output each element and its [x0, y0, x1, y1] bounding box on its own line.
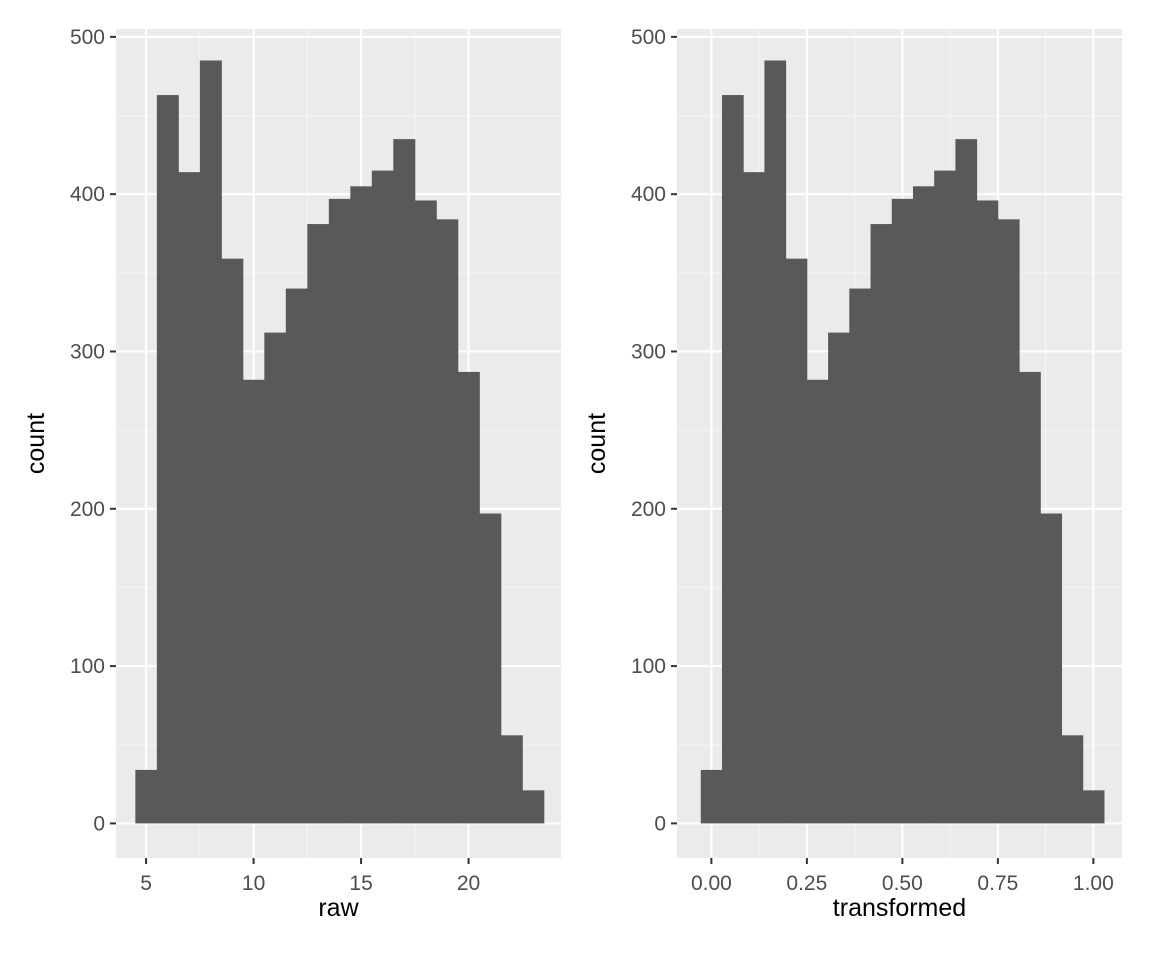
histogram-bar [221, 258, 244, 824]
histogram-bar [806, 379, 829, 824]
histogram-bar [828, 332, 850, 824]
histogram-bar [743, 172, 765, 824]
y-tick-label: 500 [70, 26, 105, 49]
histogram-bar [1082, 790, 1105, 824]
histogram-bar [891, 198, 914, 824]
histogram-panel-raw: 0 100 200 300 400 500 5 10 15 20 raw count [22, 26, 561, 922]
y-tick-label: 200 [70, 498, 105, 521]
histogram-bar [436, 219, 459, 824]
x-tick-label: 10 [242, 872, 265, 895]
histogram-bar [522, 790, 545, 824]
histogram-bar [912, 186, 935, 824]
histogram-bar [199, 60, 222, 824]
histogram-bar [479, 513, 502, 824]
histogram-bar [934, 170, 956, 824]
y-tick-label: 100 [631, 655, 666, 678]
histogram-bar [457, 371, 480, 824]
histogram-bar [500, 735, 523, 824]
histogram-bar [997, 219, 1020, 824]
histogram-bar [264, 332, 287, 824]
histogram-bar [307, 224, 330, 824]
x-tick-label: 0.00 [691, 872, 732, 895]
x-tick-label: 0.25 [786, 872, 827, 895]
x-axis-title: transformed [833, 894, 966, 922]
histogram-bar [371, 170, 394, 824]
x-tick-label: 0.50 [882, 872, 923, 895]
y-tick-label: 0 [654, 812, 666, 835]
y-axis-title: count [583, 413, 611, 474]
histogram-bar [785, 258, 808, 824]
histogram-panel-transformed: 0 100 200 300 400 500 0.00 0.25 0.50 0.75 1.00 tran… [583, 26, 1122, 922]
x-tick-label: 5 [140, 872, 152, 895]
histogram-bar [242, 379, 265, 824]
histogram-bar [178, 172, 201, 824]
x-tick-label: 15 [349, 872, 372, 895]
y-tick-label: 300 [70, 340, 105, 363]
y-tick-label: 300 [631, 340, 666, 363]
y-tick-label: 400 [631, 183, 666, 206]
histogram-bar [285, 288, 308, 824]
histogram-bar [135, 769, 158, 824]
histogram-bar [700, 769, 723, 824]
y-tick-label: 200 [631, 498, 666, 521]
y-tick-label: 400 [70, 183, 105, 206]
histogram-bar [955, 139, 978, 824]
histogram-bar [350, 186, 373, 824]
x-axis-title: raw [318, 894, 359, 922]
histogram-bar [156, 95, 179, 824]
y-axis-title: count [22, 413, 50, 474]
histogram-bar [414, 200, 437, 824]
histogram-bar [1019, 371, 1041, 824]
histogram-bar [870, 224, 893, 824]
y-tick-label: 100 [70, 655, 105, 678]
histogram-bar [764, 60, 787, 824]
histogram-bar [849, 288, 872, 824]
y-tick-label: 500 [631, 26, 666, 49]
x-tick-label: 1.00 [1073, 872, 1114, 895]
histogram-bar [1040, 513, 1063, 824]
histogram-bar [393, 139, 416, 824]
histogram-bar [328, 198, 351, 824]
histogram-bar [1061, 735, 1084, 824]
histogram-bar [976, 200, 999, 824]
x-tick-label: 20 [457, 872, 480, 895]
x-tick-label: 0.75 [977, 872, 1018, 895]
histogram-bar [721, 95, 744, 824]
y-tick-label: 0 [93, 812, 105, 835]
